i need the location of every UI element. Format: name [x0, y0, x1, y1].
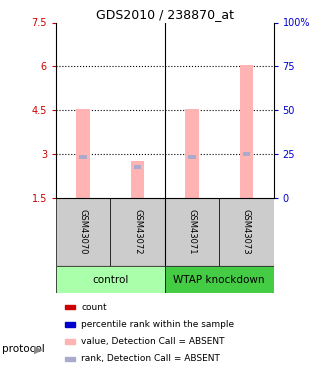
Bar: [56, 198, 110, 266]
Bar: [165, 266, 274, 293]
Bar: [240, 65, 253, 198]
Text: GSM43071: GSM43071: [188, 209, 196, 255]
Bar: [185, 109, 199, 198]
Text: percentile rank within the sample: percentile rank within the sample: [81, 320, 234, 329]
Bar: [110, 198, 165, 266]
Text: GSM43070: GSM43070: [79, 209, 88, 255]
Text: GSM43073: GSM43073: [242, 209, 251, 255]
Title: GDS2010 / 238870_at: GDS2010 / 238870_at: [96, 8, 234, 21]
Bar: [243, 152, 250, 156]
Text: value, Detection Call = ABSENT: value, Detection Call = ABSENT: [81, 337, 225, 346]
Bar: [188, 155, 196, 159]
Bar: [65, 339, 76, 344]
Bar: [56, 266, 165, 293]
Bar: [134, 165, 141, 169]
Text: protocol: protocol: [2, 345, 44, 354]
Bar: [131, 161, 144, 198]
Bar: [79, 155, 87, 159]
Bar: [65, 305, 76, 309]
Text: GSM43072: GSM43072: [133, 209, 142, 255]
Text: rank, Detection Call = ABSENT: rank, Detection Call = ABSENT: [81, 354, 220, 363]
Text: ▶: ▶: [34, 345, 42, 354]
Text: control: control: [92, 274, 129, 285]
Bar: [65, 357, 76, 361]
Bar: [219, 198, 274, 266]
Bar: [165, 198, 219, 266]
Text: WTAP knockdown: WTAP knockdown: [173, 274, 265, 285]
Bar: [76, 109, 90, 198]
Bar: [65, 322, 76, 327]
Text: count: count: [81, 303, 107, 312]
